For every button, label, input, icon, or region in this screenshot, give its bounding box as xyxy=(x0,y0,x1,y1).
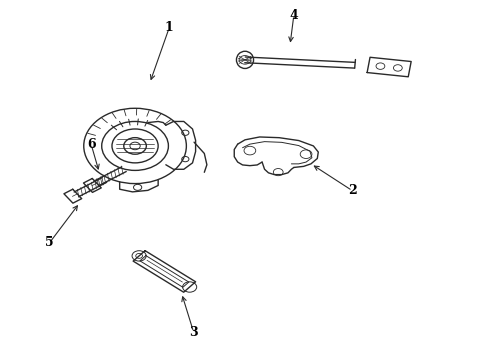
Text: 3: 3 xyxy=(189,326,198,339)
Text: 1: 1 xyxy=(165,21,173,34)
Text: 2: 2 xyxy=(348,184,357,197)
Text: 6: 6 xyxy=(87,138,96,150)
Text: 4: 4 xyxy=(290,9,298,22)
Text: 5: 5 xyxy=(45,236,54,249)
